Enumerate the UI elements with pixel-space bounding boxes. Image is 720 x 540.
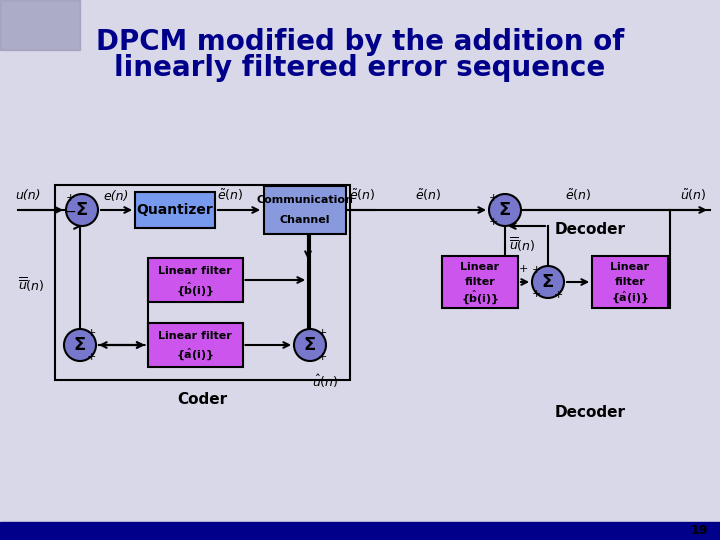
Text: {$\hat{\mathbf{a}}$(i)}: {$\hat{\mathbf{a}}$(i)} (611, 289, 649, 305)
Text: {$\hat{\mathbf{b}}$(i)}: {$\hat{\mathbf{b}}$(i)} (461, 288, 499, 306)
Text: $\tilde{e}(n)$: $\tilde{e}(n)$ (565, 187, 591, 203)
Bar (264, 186, 346, 234)
Text: Σ: Σ (304, 336, 316, 354)
Text: Linear filter: Linear filter (158, 331, 232, 341)
Text: Decoder: Decoder (554, 405, 626, 420)
Circle shape (64, 329, 96, 361)
Text: Channel: Channel (280, 214, 330, 225)
Text: Quantizer: Quantizer (137, 203, 213, 217)
Text: $\tilde{e}(n)$: $\tilde{e}(n)$ (415, 187, 441, 203)
Text: $\tilde{e}(n)$: $\tilde{e}(n)$ (217, 187, 243, 203)
Text: $\overline{\overline{u}}(n)$: $\overline{\overline{u}}(n)$ (509, 236, 536, 254)
Circle shape (66, 194, 98, 226)
Text: Σ: Σ (76, 201, 88, 219)
Text: u(n): u(n) (15, 189, 40, 202)
Text: Σ: Σ (499, 201, 511, 219)
Text: +: + (318, 352, 327, 362)
Bar (442, 256, 518, 308)
Circle shape (532, 266, 564, 298)
Text: +: + (518, 264, 528, 274)
Text: Communication: Communication (256, 195, 354, 205)
Text: DPCM modified by the addition of: DPCM modified by the addition of (96, 28, 624, 56)
Text: Linear: Linear (460, 262, 500, 272)
Text: +: + (86, 352, 96, 362)
Text: $\tilde{u}(n)$: $\tilde{u}(n)$ (680, 187, 706, 203)
Text: Σ: Σ (74, 336, 86, 354)
Bar (135, 192, 215, 228)
Text: {$\hat{\mathbf{a}}$(i)}: {$\hat{\mathbf{a}}$(i)} (176, 346, 214, 362)
Text: $\hat{u}(n)$: $\hat{u}(n)$ (312, 373, 338, 390)
Text: Σ: Σ (542, 273, 554, 291)
Circle shape (294, 329, 326, 361)
Text: $\tilde{e}(n)$: $\tilde{e}(n)$ (349, 187, 375, 203)
Text: linearly filtered error sequence: linearly filtered error sequence (114, 54, 606, 82)
Text: Decoder: Decoder (554, 222, 626, 237)
Text: $\overline{\overline{u}}(n)$: $\overline{\overline{u}}(n)$ (18, 276, 45, 294)
Bar (148, 258, 243, 302)
Bar (55, 185, 350, 380)
Text: filter: filter (464, 277, 495, 287)
Text: +: + (318, 328, 327, 338)
Text: +: + (531, 265, 541, 275)
Bar (0, 0, 80, 50)
Text: +: + (553, 290, 563, 300)
Text: filter: filter (615, 277, 645, 287)
Circle shape (489, 194, 521, 226)
Text: +: + (531, 289, 541, 299)
Text: +: + (86, 328, 96, 338)
Text: e(n): e(n) (104, 190, 129, 203)
Text: +: + (66, 193, 75, 203)
Bar (0, 522, 720, 540)
Text: Linear: Linear (611, 262, 649, 272)
Text: Coder: Coder (177, 392, 228, 407)
Bar (148, 323, 243, 367)
Text: +: + (488, 193, 498, 203)
Text: −: − (64, 205, 76, 219)
Bar (592, 256, 668, 308)
Text: {$\hat{\mathbf{b}}$(i)}: {$\hat{\mathbf{b}}$(i)} (176, 280, 215, 298)
Text: 19: 19 (690, 524, 708, 537)
Text: +: + (488, 217, 498, 227)
Text: Linear filter: Linear filter (158, 266, 232, 276)
